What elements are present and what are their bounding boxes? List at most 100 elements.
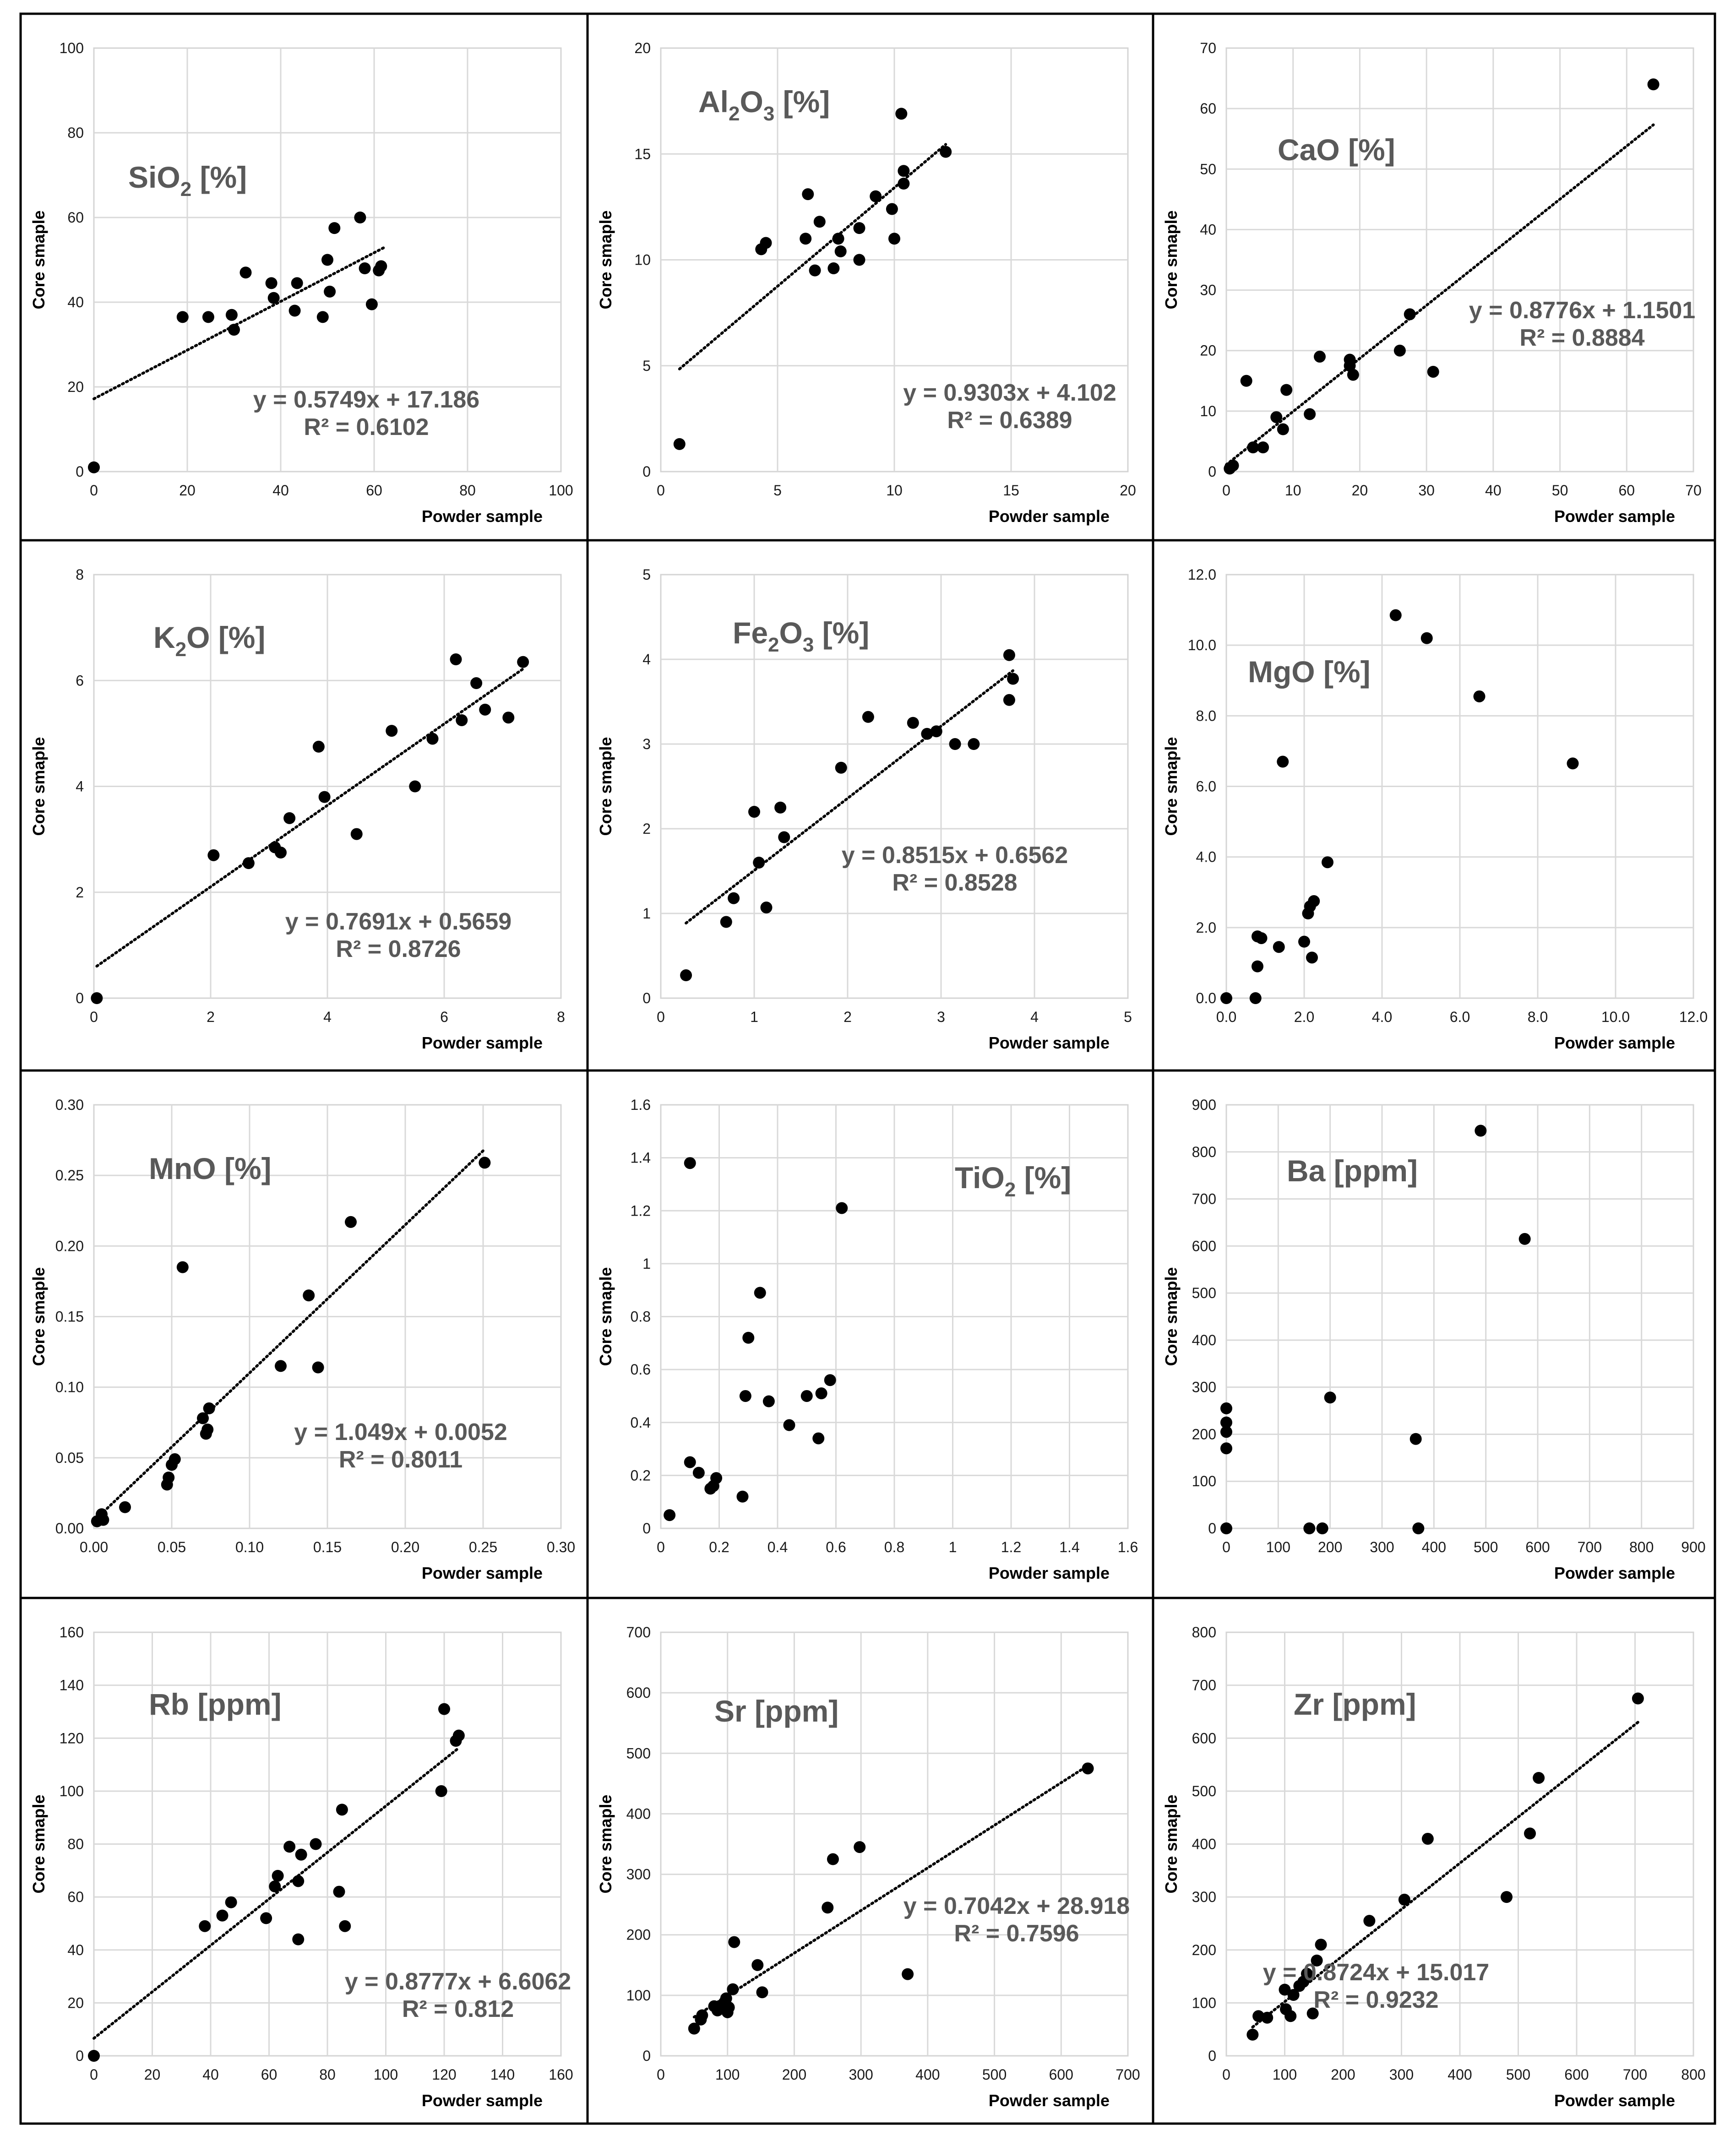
data-point [176, 1261, 189, 1273]
data-point [88, 461, 100, 473]
regression-equation: y = 0.8515x + 0.6562 [842, 842, 1068, 869]
x-tick-label: 100 [715, 2066, 740, 2083]
y-tick-label: 0.4 [631, 1414, 651, 1431]
chart-panel-6: 0.0 2.0 4.0 6.0 8.0 10.0 12.0 0.0 2.0 4.0 6.0 8.0 10… [1162, 566, 1708, 1052]
x-tick-label: 400 [915, 2066, 940, 2083]
x-tick-label: 10 [886, 482, 903, 499]
data-point [435, 1785, 447, 1797]
y-tick-label: 10 [634, 252, 651, 268]
data-point [736, 1490, 749, 1503]
x-tick-label: 70 [1685, 482, 1702, 499]
data-point [1308, 895, 1320, 907]
x-tick-label: 0 [1222, 2066, 1230, 2083]
x-tick-label: 8.0 [1528, 1009, 1548, 1025]
x-tick-label: 500 [982, 2066, 1007, 2083]
data-point [288, 304, 301, 317]
x-axis-label: Powder sample [422, 507, 543, 526]
x-tick-label: 0.30 [547, 1539, 575, 1555]
y-tick-label: 20 [67, 379, 84, 395]
x-tick-label: 100 [1273, 2066, 1297, 2083]
y-tick-label: 10.0 [1188, 637, 1216, 653]
data-point [1287, 1989, 1300, 2001]
data-point [336, 1804, 348, 1816]
y-tick-label: 900 [1192, 1097, 1216, 1113]
data-point [684, 1456, 696, 1468]
x-tick-label: 30 [1418, 482, 1435, 499]
data-point [228, 324, 240, 336]
x-tick-label: 20 [1352, 482, 1368, 499]
y-tick-label: 2 [642, 820, 651, 837]
x-tick-label: 0.00 [80, 1539, 108, 1555]
data-point [1389, 609, 1402, 621]
y-tick-label: 5 [642, 358, 651, 374]
y-tick-label: 12.0 [1188, 566, 1216, 583]
y-axis-label: Core smaple [29, 1794, 48, 1893]
data-point [316, 311, 329, 323]
data-point [748, 806, 760, 818]
data-point [711, 2004, 724, 2016]
x-tick-label: 60 [1618, 482, 1635, 499]
x-axis-label: Powder sample [1554, 507, 1675, 526]
y-tick-label: 0 [76, 2048, 84, 2064]
data-point [312, 1361, 324, 1374]
x-tick-label: 900 [1681, 1539, 1705, 1555]
chart-title: K2O [%] [153, 620, 265, 661]
data-point [1220, 1426, 1232, 1438]
x-tick-label: 0 [90, 1009, 98, 1025]
x-tick-label: 0.2 [709, 1539, 729, 1555]
chart-title: CaO [%] [1278, 133, 1395, 167]
y-tick-label: 800 [1192, 1144, 1216, 1160]
data-point [742, 1331, 755, 1344]
x-tick-label: 10 [1285, 482, 1301, 499]
y-axis-label: Core smaple [1162, 210, 1181, 309]
data-point [1261, 2011, 1273, 2024]
x-tick-label: 120 [432, 2066, 456, 2083]
data-point [930, 725, 942, 738]
y-axis-label: Core smaple [596, 1794, 615, 1893]
data-point [760, 902, 773, 914]
x-tick-label: 500 [1474, 1539, 1498, 1555]
data-point [176, 311, 189, 323]
regression-equation: y = 1.049x + 0.0052 [294, 1419, 507, 1445]
y-axis-label: Core smaple [1162, 737, 1181, 836]
y-tick-label: 5 [642, 566, 651, 583]
trendline [685, 669, 1015, 925]
y-tick-label: 40 [67, 294, 84, 310]
x-tick-label: 0 [90, 482, 98, 499]
plot-area [660, 1631, 1129, 2057]
y-tick-label: 200 [1192, 1426, 1216, 1442]
data-point [902, 1968, 914, 1980]
x-tick-label: 2.0 [1294, 1009, 1314, 1025]
x-tick-label: 1 [750, 1009, 758, 1025]
data-point [1567, 757, 1579, 770]
data-point [324, 285, 336, 298]
trendline [1225, 123, 1655, 466]
data-point [853, 254, 865, 266]
data-point [754, 1287, 766, 1299]
data-point [169, 1453, 181, 1465]
y-tick-label: 3 [642, 736, 651, 752]
plot-area [1225, 47, 1694, 473]
x-tick-label: 4.0 [1372, 1009, 1392, 1025]
r-squared: R² = 0.7596 [954, 1920, 1079, 1947]
y-tick-label: 0 [642, 2048, 651, 2064]
data-point [1279, 1983, 1291, 1996]
x-tick-label: 600 [1049, 2066, 1073, 2083]
data-point [753, 857, 765, 869]
data-point [359, 262, 371, 274]
chart-panel-5: 0 1 2 3 4 5 0 1 2 3 4 5 Powder sample Core smaple Fe2O… [596, 566, 1132, 1052]
chart-panel-3: 0 10 20 30 40 50 60 70 0 10 20 30 40 50 60 70 Powder sam… [1162, 40, 1702, 526]
data-point [921, 728, 933, 740]
chart-title: MgO [%] [1248, 655, 1371, 689]
data-point [688, 2022, 700, 2035]
x-tick-label: 100 [374, 2066, 398, 2083]
y-tick-label: 500 [1192, 1285, 1216, 1301]
data-point [940, 146, 952, 158]
trendline [93, 246, 385, 401]
data-point [1304, 408, 1316, 420]
data-point [216, 1909, 229, 1922]
x-tick-label: 600 [1525, 1539, 1550, 1555]
x-tick-label: 8 [557, 1009, 565, 1025]
data-point [242, 857, 255, 869]
data-point [517, 656, 529, 668]
